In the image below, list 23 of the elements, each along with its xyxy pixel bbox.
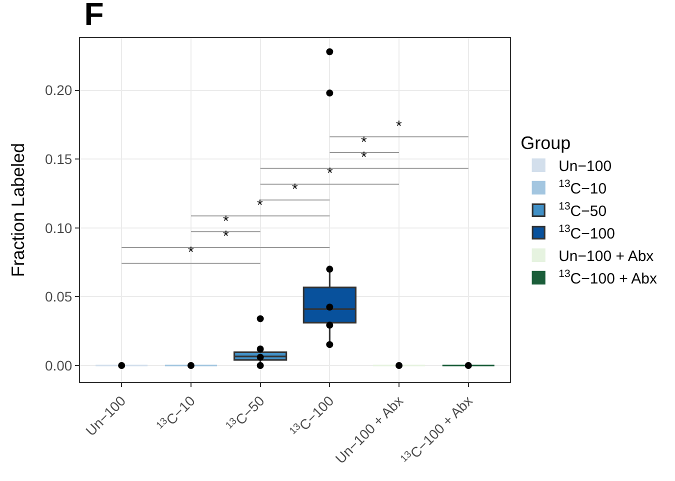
annotation: *: [188, 244, 194, 261]
annotation: *: [223, 228, 229, 245]
annotation: *: [361, 149, 367, 166]
text: Un−100: [558, 158, 612, 175]
y-tick-label: 0.00: [44, 357, 72, 374]
y-tick-label: 0.20: [44, 82, 72, 98]
y-tick-label: 0.15: [44, 150, 72, 167]
annotation: *: [396, 118, 402, 135]
annotation: *: [292, 181, 298, 198]
y-tick-label: 0.05: [44, 288, 72, 305]
y-axis-title: Fraction Labeled: [8, 142, 28, 278]
annotation: *: [327, 165, 333, 182]
annotation: *: [223, 213, 229, 230]
legend-label: $^{13}$C−100 + Abx: [558, 268, 658, 288]
legend-title: Group: [520, 132, 571, 153]
legend-label: $^{13}$C−10: [558, 178, 607, 198]
legend-label: Un−100 + Abx: [558, 248, 654, 265]
y-tick-label: 0.10: [44, 220, 72, 236]
annotation: *: [361, 134, 367, 151]
annotation: *: [257, 197, 263, 214]
legend-label: $^{13}$C−50: [558, 200, 607, 220]
legend-label: $^{13}$C−100: [558, 223, 615, 242]
chart-title: F: [84, 0, 104, 32]
